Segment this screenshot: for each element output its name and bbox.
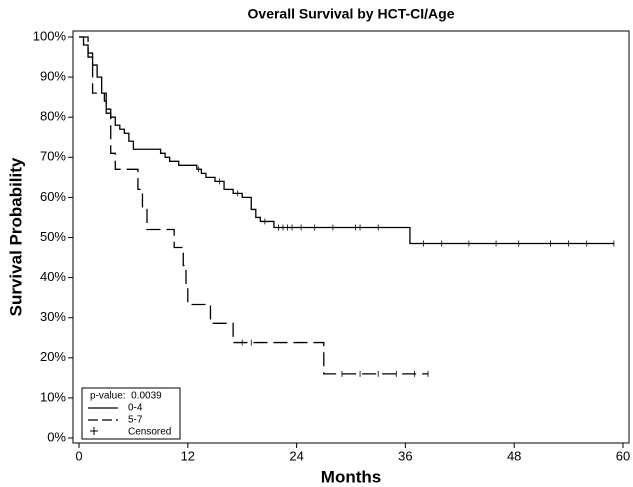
y-tick-label: 90% xyxy=(40,69,66,84)
x-tick-label: 24 xyxy=(289,448,303,463)
legend-label: Censored xyxy=(128,427,171,438)
chart-title: Overall Survival by HCT-CI/Age xyxy=(248,6,455,22)
y-tick-label: 50% xyxy=(40,229,66,244)
y-tick-label: 70% xyxy=(40,149,66,164)
x-tick-label: 0 xyxy=(75,448,82,463)
survival-curve xyxy=(79,36,429,375)
legend-label: 0-4 xyxy=(128,403,143,414)
y-tick-label: 20% xyxy=(40,349,66,364)
legend-title: p-value: 0.0039 xyxy=(90,391,162,402)
legend-censor-symbol xyxy=(90,427,98,435)
y-tick-label: 60% xyxy=(40,189,66,204)
x-tick-label: 12 xyxy=(181,448,195,463)
y-tick-label: 100% xyxy=(33,28,67,43)
legend-label: 5-7 xyxy=(128,415,143,426)
plot-frame xyxy=(72,30,630,444)
y-tick-label: 80% xyxy=(40,109,66,124)
x-axis-title: Months xyxy=(321,467,381,486)
y-tick-label: 40% xyxy=(40,269,66,284)
x-tick-label: 48 xyxy=(507,448,521,463)
y-tick-label: 0% xyxy=(47,429,66,444)
legend-box xyxy=(81,387,181,440)
x-tick-label: 36 xyxy=(398,448,412,463)
y-tick-label: 10% xyxy=(40,389,66,404)
x-tick-label: 60 xyxy=(616,448,630,463)
y-axis-title: Survival Probability xyxy=(6,157,25,316)
survival-curve xyxy=(79,36,614,245)
y-tick-label: 30% xyxy=(40,309,66,324)
